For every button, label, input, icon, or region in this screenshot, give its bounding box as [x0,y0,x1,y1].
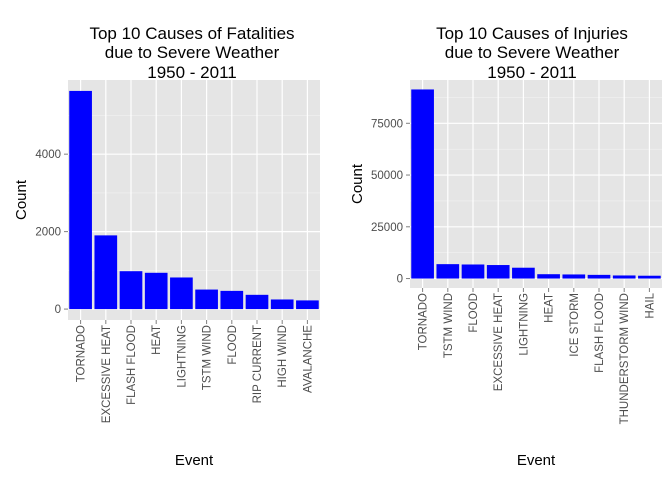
x-category-label: TORNADO [76,325,88,382]
x-category-label: HEAT [544,293,556,323]
bar [638,275,661,279]
chart-title: due to Severe Weather [105,43,280,62]
x-category-label: LIGHTNING [176,325,188,388]
x-category-label: TORNADO [418,293,430,350]
x-category-label: HAIL [644,292,656,318]
bar [512,267,535,279]
y-tick-label: 75000 [371,118,403,130]
y-tick-label: 50000 [371,170,403,182]
chart-title: due to Severe Weather [445,43,620,62]
x-category-label: FLOOD [227,325,239,365]
chart-2: 0 25000 50000 75000 TORNADO TSTM WIND FLOOD EXC… [349,24,662,469]
bar [270,299,294,310]
bar [69,90,92,310]
bar [461,264,485,279]
bar [296,300,319,310]
y-tick-label: 0 [55,304,61,316]
x-category-label: HEAT [151,325,163,355]
x-category-label: EXCESSIVE HEAT [101,325,113,423]
y-tick-label: 0 [397,274,403,286]
bar [195,289,218,310]
bar [245,294,269,310]
x-category-label: RIP CURRENT [252,325,264,403]
x-axis-title: Event [517,452,556,469]
x-category-label: FLASH FLOOD [126,325,138,405]
bar [220,290,244,310]
bar [537,274,560,279]
x-category-label: FLOOD [468,293,480,333]
y-tick-label: 25000 [371,222,403,234]
x-axis-title: Event [175,452,214,469]
x-category-label: FLASH FLOOD [594,293,606,373]
bar [411,89,434,279]
y-axis-title: Count [349,163,366,204]
bar [119,271,143,310]
y-axis-title: Count [13,179,30,220]
chart-title: 1950 - 2011 [487,63,576,82]
chart-1: 0 2000 4000 TORNADO EXCESSIVE HEAT FLASH FLOO… [13,24,320,469]
bar [94,235,118,310]
bar [612,275,636,279]
x-category-label: AVALANCHE [302,325,314,393]
bar [144,272,168,310]
bar [587,274,611,279]
x-category-label: THUNDERSTORM WIND [619,293,631,424]
x-category-label: TSTM WIND [202,325,214,390]
bar [170,277,193,310]
y-tick-label: 2000 [35,227,61,239]
x-category-label: LIGHTNING [518,293,530,356]
x-category-label: HIGH WIND [277,325,289,388]
x-category-label: EXCESSIVE HEAT [493,293,505,391]
x-category-label: ICE STORM [569,293,581,357]
y-tick-label: 4000 [35,149,61,161]
bar [486,265,510,279]
x-category-label: TSTM WIND [443,293,455,358]
chart-title: Top 10 Causes of Injuries [436,24,628,43]
bar [562,274,586,279]
bar [436,264,460,279]
plot-panel [410,80,662,288]
chart-title: 1950 - 2011 [147,63,236,82]
chart-title: Top 10 Causes of Fatalities [89,24,294,43]
